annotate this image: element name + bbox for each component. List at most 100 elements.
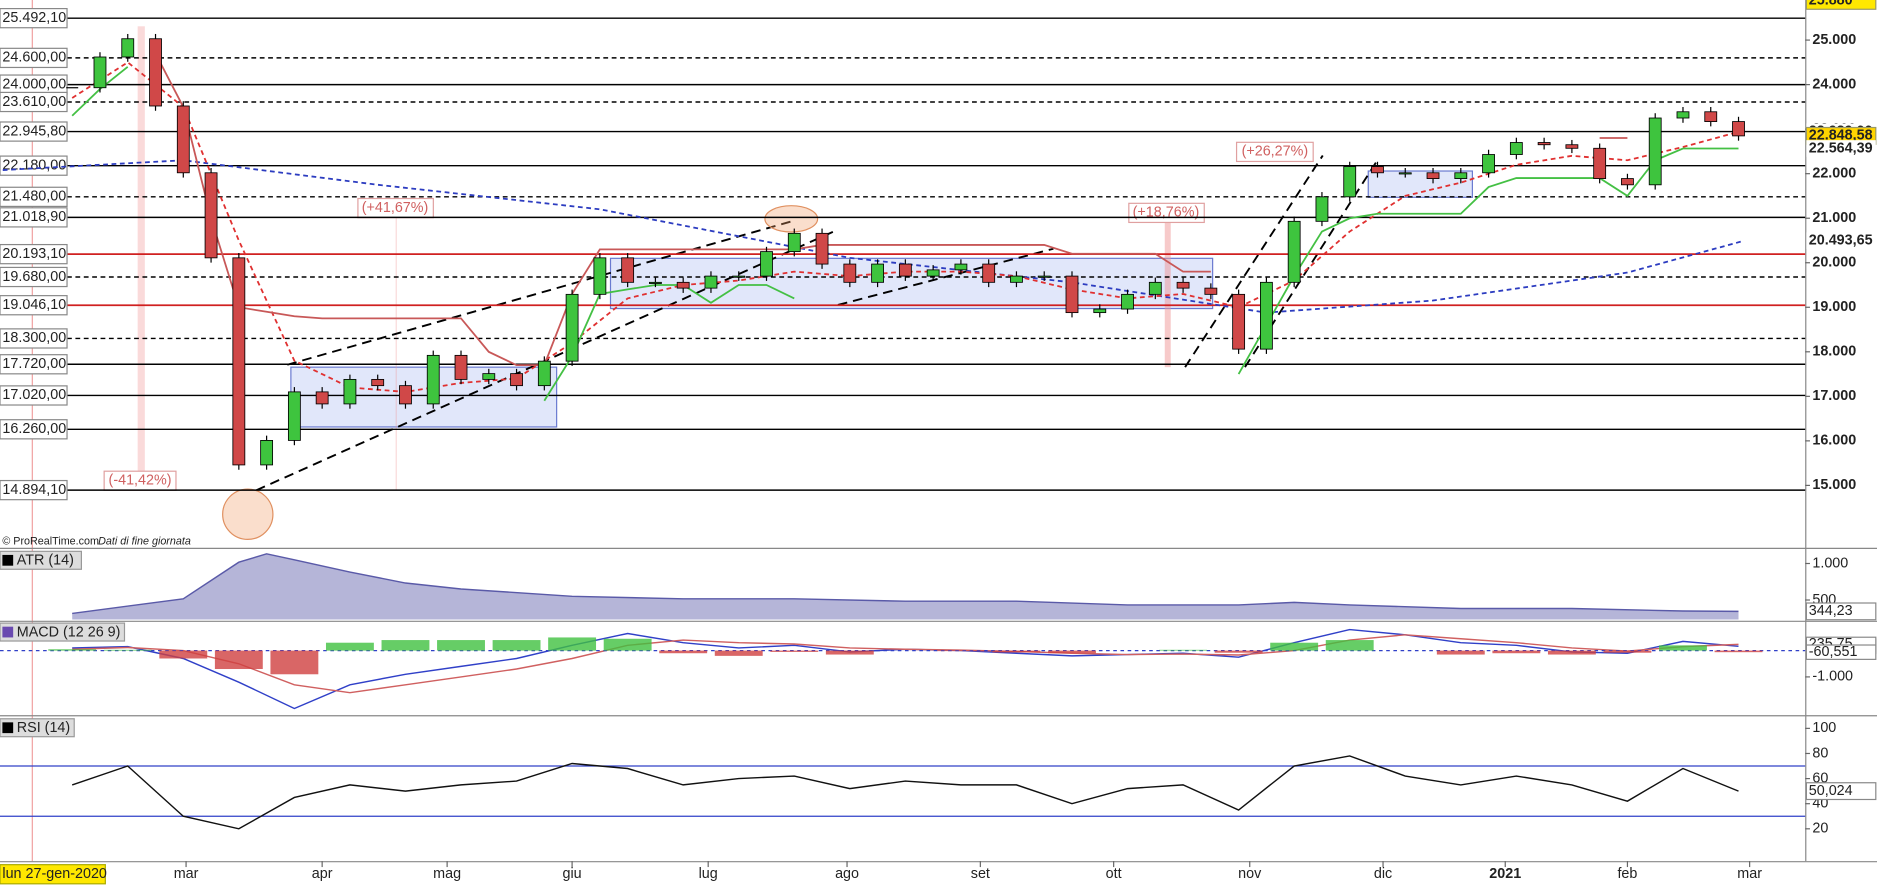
value-label-box (1805, 644, 1877, 660)
level-label-box (0, 479, 68, 501)
annotation: (-41,42%) (109, 473, 172, 489)
candle (676, 281, 690, 289)
level-label-box (0, 47, 68, 69)
price-label-box (1805, 0, 1877, 10)
y-tick-label: 1.000 (1812, 555, 1848, 571)
level-label-box (0, 419, 68, 440)
candle (1537, 142, 1551, 146)
level-label: 22.180,00 (2, 157, 66, 173)
candle (732, 275, 746, 278)
candle (1287, 220, 1301, 283)
histogram-bar (603, 638, 652, 651)
y-tick-label: 20 (1812, 821, 1828, 837)
price-label: 25.880 (1809, 0, 1853, 9)
histogram-bar (1492, 650, 1541, 654)
histogram-bar (825, 650, 874, 655)
level-label-box (0, 155, 68, 176)
histogram-bar (325, 642, 374, 651)
level-label: 14.894,10 (2, 482, 66, 498)
price-label-box (1806, 232, 1876, 250)
atr-area (72, 553, 1739, 620)
move-band (137, 26, 145, 487)
candle (1343, 166, 1357, 198)
panel-title-box (0, 622, 126, 642)
candle (621, 257, 635, 283)
candle (1176, 281, 1190, 289)
x-tick-label: 2021 (1489, 866, 1521, 882)
level-label: 17.720,00 (2, 356, 66, 372)
cursor-date: lun 27-gen-2020 (2, 866, 107, 882)
panel-icon (2, 554, 14, 566)
candle (1648, 117, 1662, 186)
atr-line (72, 553, 1739, 615)
candle (954, 263, 968, 271)
histogram-bar (770, 650, 819, 652)
level-label: 17.020,00 (2, 387, 66, 403)
y-tick-label: 19.000 (1812, 299, 1856, 315)
candle (1315, 196, 1329, 222)
candle (1065, 275, 1079, 314)
candle (760, 251, 773, 277)
histogram-bar (270, 650, 319, 675)
candle (176, 105, 190, 174)
histogram-bar (714, 650, 763, 656)
candle (871, 263, 884, 283)
annotation-box (1235, 141, 1314, 163)
candle (1259, 281, 1273, 350)
annotation: (+41,67%) (362, 200, 429, 216)
histogram-bar (992, 650, 1041, 653)
histogram-bar (1214, 650, 1263, 653)
histogram-bar (381, 640, 430, 651)
candle (1371, 166, 1384, 174)
x-tick-label: apr (312, 866, 333, 882)
x-tick-label: mar (1737, 866, 1762, 882)
candle (121, 38, 135, 58)
x-tick-label: mar (174, 866, 199, 882)
y-tick-label: 22.000 (1812, 165, 1856, 181)
candle (1037, 275, 1051, 278)
level-label-box (0, 207, 68, 228)
y-tick-label: 80 (1812, 745, 1828, 761)
candle (287, 391, 301, 441)
candle (1704, 111, 1718, 122)
x-tick-label: nov (1238, 866, 1262, 882)
histogram-bar (1714, 650, 1763, 653)
x-tick-label: set (971, 866, 990, 882)
level-label: 22.945,80 (2, 123, 66, 139)
value-label-box (1805, 602, 1877, 621)
candle (1093, 308, 1107, 314)
candle (815, 232, 829, 265)
level-label: 19.680,00 (2, 269, 66, 285)
panel-title: MACD (12 26 9) (17, 624, 121, 640)
y-tick-label: 20.000 (1812, 255, 1856, 271)
data-note: Dati di fine giornata (98, 536, 191, 548)
level-label: 20.193,10 (2, 246, 66, 262)
y-tick-label: 16.000 (1812, 433, 1856, 449)
candle (482, 373, 496, 380)
candle (149, 38, 162, 107)
candle (93, 56, 107, 89)
candle (1509, 142, 1523, 155)
x-tick-label: ago (835, 866, 859, 882)
candle (1148, 281, 1162, 295)
highlight-circle (222, 488, 274, 540)
value-label: -60,551 (1809, 644, 1858, 660)
candle (1398, 172, 1412, 175)
x-tick-label: feb (1617, 866, 1637, 882)
candle (1565, 144, 1579, 149)
price-label-box (1806, 140, 1876, 157)
candle (1010, 275, 1023, 283)
level-label-box (0, 91, 68, 113)
candle (1732, 121, 1745, 137)
level-label-box (0, 354, 68, 375)
candle (843, 263, 857, 283)
indicator-line (71, 755, 1739, 830)
copyright: © ProRealTime.com (2, 536, 99, 548)
histogram-bar (659, 650, 708, 654)
annotation: (+26,27%) (1242, 144, 1309, 160)
value-label: 344,23 (1809, 603, 1853, 619)
candle (537, 360, 551, 387)
level-label-box (0, 186, 68, 207)
